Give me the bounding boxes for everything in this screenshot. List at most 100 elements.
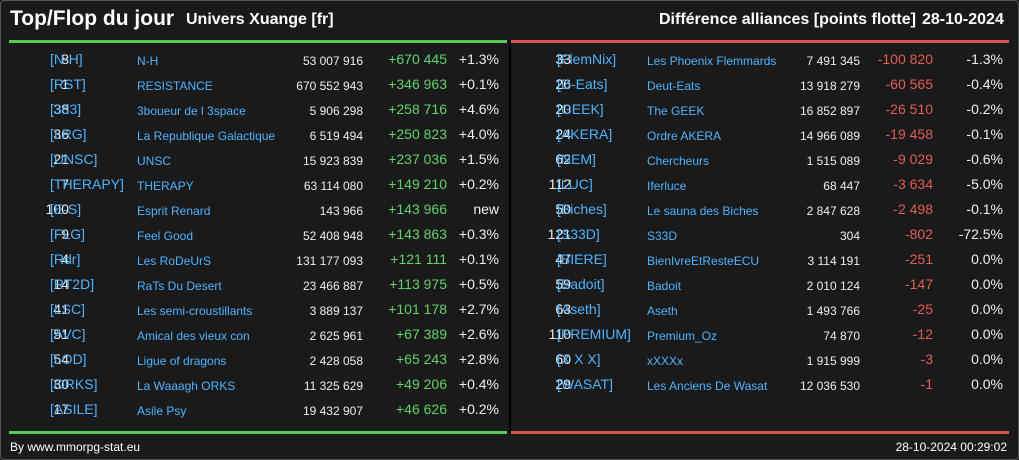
alliance-name-link[interactable]: Les RoDeUrS [137,254,212,268]
alliance-rank: 14 [53,276,69,292]
percent-change: -0.1% [966,201,1003,217]
alliance-tag-link[interactable]: [LUC] [557,176,593,192]
alliance-tag-link[interactable]: [NEM] [557,151,596,167]
points-difference: +143 966 [388,201,447,217]
alliance-name-link[interactable]: RaTs Du Desert [137,279,222,293]
table-row: 7 [THERAPY] THERAPY 63 114 080 +149 210 +0.2% [9,173,507,198]
alliance-name-link[interactable]: Aseth [647,304,678,318]
alliance-tag-link[interactable]: [Rdr] [50,251,81,267]
alliance-tag-link[interactable]: [RST] [50,76,86,92]
alliance-rank: 26 [555,76,571,92]
top-panel-bottom-bar [9,431,507,434]
alliance-name-link[interactable]: Ligue of dragons [137,354,227,368]
alliance-tag-link[interactable]: [N-H] [50,51,83,67]
points-difference: +346 963 [388,76,447,92]
alliance-tag-link[interactable]: [E-S] [50,201,82,217]
flop-panel-accent-bar [511,40,1009,43]
alliance-name-link[interactable]: Asile Psy [137,404,187,418]
alliance-tag-link[interactable]: [GEEK] [557,101,604,117]
alliance-tag-link[interactable]: [LRG] [50,126,87,142]
alliance-rank: 38 [53,101,69,117]
alliance-name-link[interactable]: UNSC [137,154,172,168]
alliance-name-link[interactable]: La Republique Galactique [137,129,276,143]
alliance-tag-link[interactable]: [D-Eats] [557,76,608,92]
percent-change: +0.3% [458,226,499,242]
table-row: 100 [E-S] Esprit Renard 143 966 +143 966 new [9,198,507,223]
percent-change: 0.0% [971,326,1003,342]
table-row: 60 [X X X] xXXXx 1 915 999 -3 0.0% [511,348,1009,373]
alliance-name-link[interactable]: Ordre AKERA [647,129,722,143]
alliance-points: 23 466 887 [302,279,363,293]
alliance-tag-link[interactable]: [AKERA] [557,126,613,142]
alliance-name-link[interactable]: Les semi-croustillants [137,304,253,318]
alliance-name-link[interactable]: Esprit Renard [137,204,211,218]
alliance-name-link[interactable]: Les Anciens De Wasat [647,379,768,393]
percent-change: +2.7% [458,301,499,317]
alliance-name-link[interactable]: BienIvreEtResteECU [647,254,760,268]
alliance-name-link[interactable]: S33D [647,229,678,243]
alliance-tag-link[interactable]: [Aseth] [557,301,601,317]
points-difference: -802 [904,226,933,242]
alliance-name-link[interactable]: xXXXx [647,354,684,368]
points-difference: +101 178 [388,301,447,317]
alliance-name-link[interactable]: RESISTANCE [137,79,213,93]
table-row: 121 [S33D] S33D 304 -802 -72.5% [511,223,1009,248]
alliance-tag-link[interactable]: [WASAT] [557,376,613,392]
percent-change: 0.0% [971,376,1003,392]
alliance-name-link[interactable]: THERAPY [137,179,194,193]
alliance-rank: 29 [555,376,571,392]
alliance-name-link[interactable]: 3boueur de l 3space [137,104,246,118]
alliance-tag-link[interactable]: [Badoit] [557,276,605,292]
source-link[interactable]: By www.mmorpg-stat.eu [10,440,141,454]
points-difference: -2 498 [893,201,933,217]
alliance-name-link[interactable]: The GEEK [647,104,705,118]
percent-change: +0.2% [458,401,499,417]
alliance-points: 2 625 961 [309,329,363,343]
alliance-name-link[interactable]: Feel Good [137,229,194,243]
alliance-points: 143 966 [319,204,363,218]
flop-list: 33 [FlemNix] Les Phoenix Flemmards 7 491 34… [511,48,1009,398]
alliance-points: 5 906 298 [309,104,363,118]
date-label: 28-10-2024 [922,11,1004,28]
alliance-tag-link[interactable]: [RT2D] [50,276,95,292]
alliance-tag-link[interactable]: [LSC] [50,301,86,317]
alliance-name-link[interactable]: La Waaagh ORKS [137,379,236,393]
alliance-tag-link[interactable]: [X X X] [557,351,601,367]
alliance-tag-link[interactable]: [LOD] [50,351,87,367]
alliance-tag-link[interactable]: [ORKS] [50,376,98,392]
alliance-tag-link[interactable]: [FlemNix] [557,51,617,67]
points-difference: -9 029 [893,151,933,167]
alliance-name-link[interactable]: Amical des vieux con [137,329,250,343]
alliance-points: 131 177 093 [296,254,363,268]
flop-panel-bottom-bar [511,431,1009,434]
alliance-tag-link[interactable]: [THERAPY] [50,176,124,192]
alliance-name-link[interactable]: Chercheurs [647,154,710,168]
alliance-name-link[interactable]: Le sauna des Biches [647,204,759,218]
alliance-name-link[interactable]: Badoit [647,279,682,293]
alliance-tag-link[interactable]: [AVC] [50,326,86,342]
alliance-rank: 9 [61,226,69,242]
alliance-tag-link[interactable]: [S33D] [557,226,600,242]
alliance-tag-link[interactable]: [FLG] [50,226,86,242]
alliance-points: 3 114 191 [807,254,861,268]
alliance-name-link[interactable]: Iferluce [647,179,687,193]
points-difference: +143 863 [388,226,447,242]
table-row: 24 [AKERA] Ordre AKERA 14 966 089 -19 458 -0.… [511,123,1009,148]
alliance-tag-link[interactable]: [BIERE] [557,251,607,267]
percent-change: +0.1% [458,251,499,267]
alliance-points: 304 [839,229,860,243]
alliance-name-link[interactable]: Premium_Oz [647,329,718,343]
alliance-tag-link[interactable]: [ASILE] [50,401,98,417]
table-row: 36 [LRG] La Republique Galactique 6 519 494… [9,123,507,148]
alliance-name-link[interactable]: Les Phoenix Flemmards [647,54,777,68]
alliance-rank: 62 [555,151,571,167]
alliance-rank: 24 [555,126,571,142]
alliance-tag-link[interactable]: [UNSC] [50,151,98,167]
table-row: 54 [LOD] Ligue of dragons 2 428 058 +65 243 +… [9,348,507,373]
points-difference: -1 [920,376,933,392]
alliance-tag-link[interactable]: [Biches] [557,201,607,217]
alliance-tag-link[interactable]: [3d3] [50,101,82,117]
alliance-name-link[interactable]: N-H [137,54,159,68]
alliance-name-link[interactable]: Deut-Eats [647,79,701,93]
alliance-tag-link[interactable]: [PREMIUM] [557,326,631,342]
